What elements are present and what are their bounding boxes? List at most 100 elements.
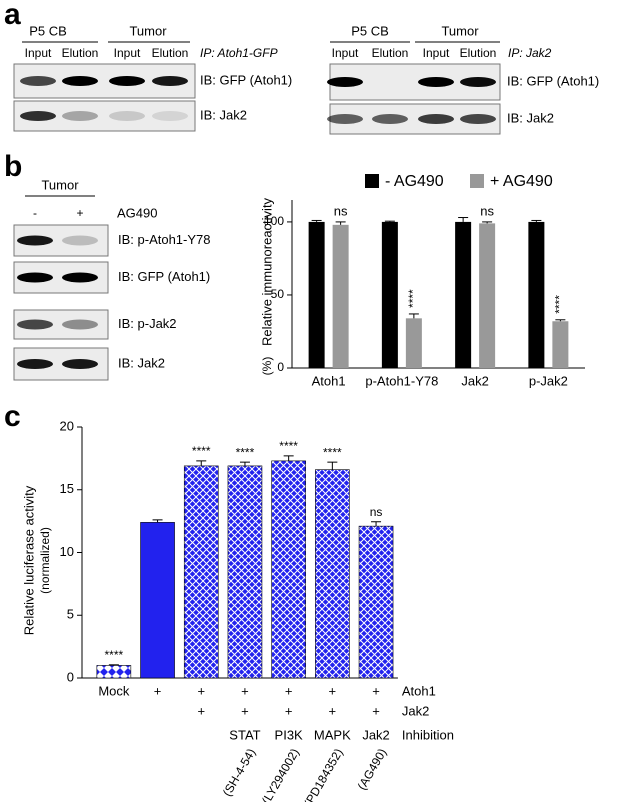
band <box>17 235 53 246</box>
blot-label: IB: p-Jak2 <box>118 316 177 331</box>
lane-label: Elution <box>62 46 99 60</box>
group-label: Tumor <box>441 23 479 38</box>
legend-label: + AG490 <box>490 173 553 190</box>
x-tick-label: + <box>372 683 380 698</box>
bar <box>405 318 422 368</box>
band <box>62 76 98 86</box>
bar <box>381 221 398 368</box>
y-tick-label: 15 <box>60 481 74 496</box>
lane-label: Elution <box>372 46 409 60</box>
band <box>17 319 53 330</box>
inhibition-label: Jak2 <box>362 727 389 742</box>
x-tick-label: + <box>285 683 293 698</box>
bar <box>183 465 219 679</box>
significance: ns <box>480 203 494 218</box>
inhibitor-label: (LY294002) <box>259 746 302 802</box>
y-tick-label: 50 <box>271 287 285 301</box>
x-tick-label: + <box>329 683 337 698</box>
band <box>17 359 53 369</box>
inhibitor-label: (PD184352) <box>301 746 345 802</box>
significance: **** <box>553 295 567 314</box>
inhibition-label: PI3K <box>275 727 304 742</box>
lane-label: + <box>76 206 83 220</box>
row-label: Jak2 <box>402 703 429 718</box>
band <box>418 77 454 87</box>
band <box>20 111 56 121</box>
row-label: Inhibition <box>402 727 454 742</box>
bar <box>332 224 349 368</box>
lane-label: Input <box>114 46 141 60</box>
x-tick-label: p-Jak2 <box>529 373 568 388</box>
lane-label: Elution <box>152 46 189 60</box>
x-tick-label: Jak2 <box>461 373 488 388</box>
legend-swatch <box>470 174 484 188</box>
legend-label: - AG490 <box>385 173 444 190</box>
bar <box>479 223 496 368</box>
band <box>62 319 98 330</box>
group-label: P5 CB <box>351 23 389 38</box>
jak2-label: + <box>241 703 249 718</box>
band <box>372 114 408 124</box>
band <box>327 114 363 124</box>
band <box>418 114 454 124</box>
bar <box>308 221 325 368</box>
bar <box>96 665 132 679</box>
y-tick-label: 20 <box>60 418 74 433</box>
bar <box>455 221 472 368</box>
legend-swatch <box>365 174 379 188</box>
bar <box>140 522 175 679</box>
y-tick-label: 5 <box>67 607 74 622</box>
inhibitor-label: (AG490) <box>355 746 390 792</box>
jak2-label: + <box>285 703 293 718</box>
y-axis-label: Relative luciferase activity <box>21 485 36 635</box>
inhibitor-label: (SH-4-54) <box>220 746 258 799</box>
y-axis-label: Relative immunoreactivity <box>259 197 274 346</box>
treatment-label: AG490 <box>117 205 157 220</box>
group-label: Tumor <box>129 23 167 38</box>
band <box>109 111 145 121</box>
significance: ns <box>334 203 348 218</box>
band <box>62 272 98 283</box>
inhibition-label: STAT <box>229 727 260 742</box>
lane-label: Elution <box>460 46 497 60</box>
x-tick-label: p-Atoh1-Y78 <box>365 373 438 388</box>
band <box>460 77 496 87</box>
x-tick-label: Mock <box>98 683 130 698</box>
significance: **** <box>279 439 298 453</box>
significance: **** <box>192 444 211 458</box>
blot-label: IB: GFP (Atoh1) <box>507 73 599 88</box>
x-tick-label: + <box>197 683 205 698</box>
x-tick-label: Atoh1 <box>312 373 346 388</box>
jak2-label: + <box>372 703 380 718</box>
band <box>17 272 53 283</box>
blot-label: IB: Jak2 <box>200 107 247 122</box>
band <box>62 111 98 121</box>
significance: ns <box>370 505 383 519</box>
significance: **** <box>105 648 124 662</box>
band <box>327 77 363 87</box>
bar <box>552 321 569 368</box>
x-tick-label: + <box>241 683 249 698</box>
y-tick-label: 0 <box>277 360 284 374</box>
group-label: P5 CB <box>29 23 67 38</box>
lane-label: Input <box>332 46 359 60</box>
bar <box>227 465 263 679</box>
lane-label: Input <box>423 46 450 60</box>
blot-label: IB: GFP (Atoh1) <box>118 269 210 284</box>
blot-label: IB: Jak2 <box>507 110 554 125</box>
lane-label: Input <box>25 46 52 60</box>
panel-label: a <box>4 0 21 31</box>
jak2-label: + <box>197 703 205 718</box>
y-axis-unit: (%) <box>260 357 274 376</box>
y-tick-label: 10 <box>60 544 74 559</box>
significance: **** <box>236 445 255 459</box>
row-label: Atoh1 <box>402 683 436 698</box>
band <box>152 111 188 121</box>
inhibition-label: MAPK <box>314 727 351 742</box>
band <box>152 76 188 86</box>
band <box>62 359 98 369</box>
panel-label: c <box>4 400 21 433</box>
bar <box>358 525 394 679</box>
bar <box>315 469 350 679</box>
